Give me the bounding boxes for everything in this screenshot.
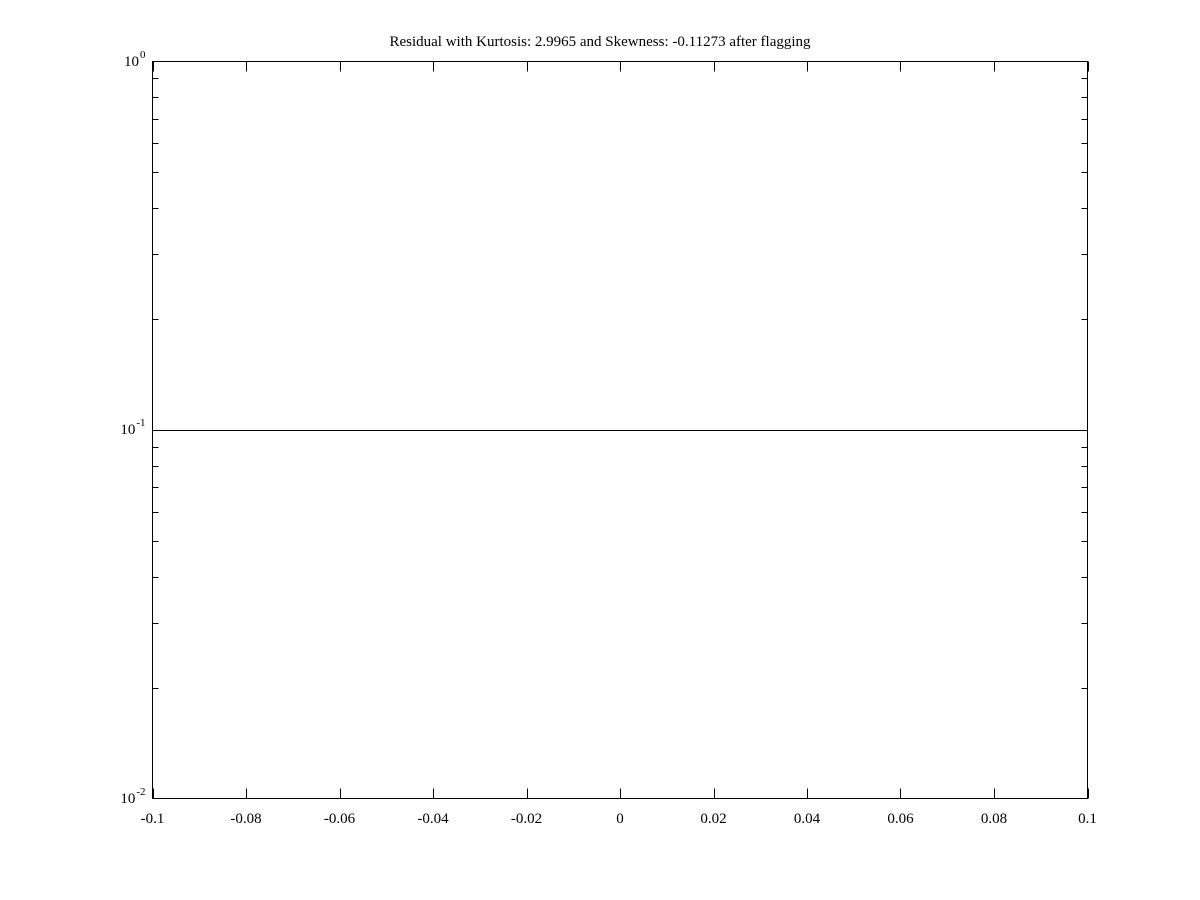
y-tick-exponent: -1 bbox=[136, 417, 146, 429]
x-tick-label: 0.04 bbox=[793, 810, 821, 827]
y-tick-mantissa: 10 bbox=[120, 422, 136, 438]
chart-title: Residual with Kurtosis: 2.9965 and Skewn… bbox=[389, 34, 811, 50]
y-tick-label: 100 bbox=[124, 48, 146, 71]
y-tick-exponent: -2 bbox=[136, 785, 146, 798]
y-axis-minor-ticks bbox=[152, 78, 1088, 689]
y-tick-mantissa: 10 bbox=[124, 53, 139, 70]
x-tick-label: -0.08 bbox=[230, 810, 262, 827]
x-tick-label: 0.08 bbox=[980, 810, 1008, 827]
x-tick-label: -0.02 bbox=[510, 810, 543, 827]
x-axis-ticks bbox=[153, 61, 1089, 799]
x-tick-label: 0 bbox=[616, 810, 624, 827]
x-tick-label: 0.02 bbox=[700, 810, 727, 827]
x-tick-label: 0.1 bbox=[1078, 810, 1097, 827]
y-tick-exponent: 0 bbox=[140, 48, 146, 61]
x-tick-label: -0.06 bbox=[323, 810, 356, 827]
x-tick-label: -0.04 bbox=[417, 810, 449, 827]
x-tick-label: -0.1 bbox=[140, 810, 165, 827]
y-tick-mantissa: 10 bbox=[120, 790, 136, 807]
y-tick-label: 10-1 bbox=[120, 417, 146, 439]
x-tick-label: 0.06 bbox=[887, 810, 914, 827]
y-tick-label: 10-2 bbox=[120, 785, 146, 808]
